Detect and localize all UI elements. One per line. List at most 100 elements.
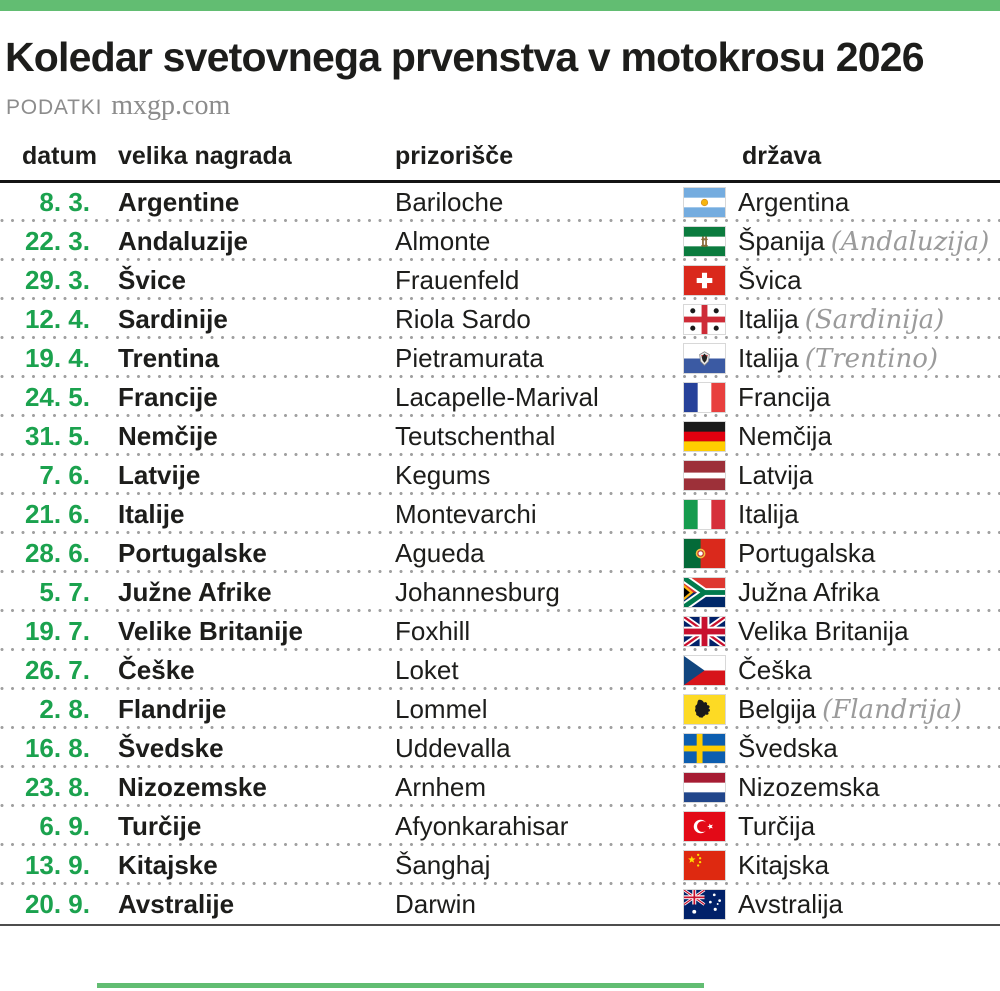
table-row: 12. 4. Sardinije Riola Sardo Italija (Sardin… [0,300,1000,340]
venue-name: Afyonkarahisar [395,811,569,842]
grand-prix-name: Portugalske [118,538,267,569]
country-name: Nemčija [738,421,832,452]
venue-name: Frauenfeld [395,265,520,296]
grand-prix-name: Nizozemske [118,772,267,803]
flag-cell [660,772,726,804]
source-line: PODATKI mxgp.com [6,90,1000,122]
country-cell: Nemčija [726,421,1000,452]
race-date: 2. 8. [39,694,90,725]
race-date: 7. 6. [39,460,90,491]
flag-portugal-icon [683,538,726,570]
table-row: 6. 9. Turčije Afyonkarahisar Turčija [0,807,1000,847]
country-name: Velika Britanija [738,616,909,647]
race-date: 5. 7. [39,577,90,608]
table-row: 2. 8. Flandrije Lommel Belgija (Flandrija) [0,690,1000,730]
country-cell: Belgija (Flandrija) [726,694,1000,725]
country-name: Švica [738,265,802,296]
flag-czechia-icon [683,655,726,687]
grand-prix-name: Češke [118,655,195,686]
venue-name: Johannesburg [395,577,560,608]
grand-prix-name: Trentina [118,343,220,374]
flag-cell [660,811,726,843]
grand-prix-name: Avstralije [118,889,235,920]
table-row: 23. 8. Nizozemske Arnhem Nizozemska [0,768,1000,808]
country-name: Francija [738,382,831,413]
flag-sweden-icon [683,733,726,765]
venue-name: Lommel [395,694,488,725]
grand-prix-name: Švedske [118,733,224,764]
table-header: datum velika nagrada prizorišče država [0,142,1000,184]
grand-prix-name: Andaluzije [118,226,249,257]
race-date: 6. 9. [39,811,90,842]
grand-prix-name: Sardinije [118,304,228,335]
country-cell: Latvija [726,460,1000,491]
country-name: Turčija [738,811,816,842]
flag-cell [660,304,726,336]
venue-name: Šanghaj [395,850,491,881]
country-cell: Italija (Sardinija) [726,304,1000,335]
race-date: 29. 3. [24,265,90,296]
grand-prix-name: Švice [118,265,186,296]
venue-name: Riola Sardo [395,304,531,335]
race-date: 13. 9. [24,850,90,881]
table-row: 21. 6. Italije Montevarchi Italija [0,495,1000,535]
venue-name: Pietramurata [395,343,544,374]
flag-cell [660,226,726,258]
race-date: 22. 3. [24,226,90,257]
country-name: Kitajska [738,850,830,881]
flag-cell [660,187,726,219]
source-link: mxgp.com [111,90,231,122]
flag-cell [660,421,726,453]
flag-cell [660,265,726,297]
flag-france-icon [683,382,726,414]
country-cell: Nizozemska [726,772,1000,803]
page-title: Koledar svetovnega prvenstva v motokrosu… [5,34,925,80]
grand-prix-name: Italije [118,499,185,530]
venue-name: Bariloche [395,187,504,218]
country-name: Češka [738,655,812,686]
race-date: 12. 4. [24,304,90,335]
flag-cell [660,538,726,570]
race-date: 31. 5. [24,421,90,452]
table-row: 24. 5. Francije Lacapelle-Marival Francija [0,378,1000,418]
grand-prix-name: Nemčije [118,421,218,452]
country-name: Švedska [738,733,838,764]
country-name: Španija [738,226,825,257]
flag-sardinia-icon [683,304,726,336]
flag-south-africa-icon [683,577,726,609]
table-row: 29. 3. Švice Frauenfeld Švica [0,261,1000,301]
calendar-table-body: 8. 3. Argentine Bariloche Argentina 22. 3. An… [0,183,1000,924]
country-name: Nizozemska [738,772,880,803]
grand-prix-name: Latvije [118,460,201,491]
column-header-venue: prizorišče [395,142,514,171]
country-cell: Avstralija [726,889,1000,920]
bottom-accent-bar [97,983,704,988]
country-cell: Južna Afrika [726,577,1000,608]
flag-switzerland-icon [683,265,726,297]
race-date: 23. 8. [24,772,90,803]
region-name: (Flandrija) [822,695,962,726]
flag-germany-icon [683,421,726,453]
flag-turkey-icon [683,811,726,843]
venue-name: Uddevalla [395,733,511,764]
flag-flanders-icon [683,694,726,726]
country-name: Italija [738,343,799,374]
grand-prix-name: Flandrije [118,694,227,725]
country-cell: Argentina [726,187,1000,218]
race-date: 20. 9. [24,889,90,920]
venue-name: Almonte [395,226,491,257]
table-bottom-rule [0,924,1000,927]
venue-name: Darwin [395,889,476,920]
grand-prix-name: Turčije [118,811,202,842]
country-cell: Italija [726,499,1000,530]
flag-cell [660,694,726,726]
flag-trentino-icon [683,343,726,375]
country-cell: Španija (Andaluzija) [726,226,1000,257]
table-row: 31. 5. Nemčije Teutschenthal Nemčija [0,417,1000,457]
table-row: 26. 7. Češke Loket Češka [0,651,1000,691]
country-name: Avstralija [738,889,844,920]
flag-latvia-icon [683,460,726,492]
country-name: Portugalska [738,538,876,569]
table-row: 28. 6. Portugalske Agueda Portugalska [0,534,1000,574]
flag-cell [660,343,726,375]
